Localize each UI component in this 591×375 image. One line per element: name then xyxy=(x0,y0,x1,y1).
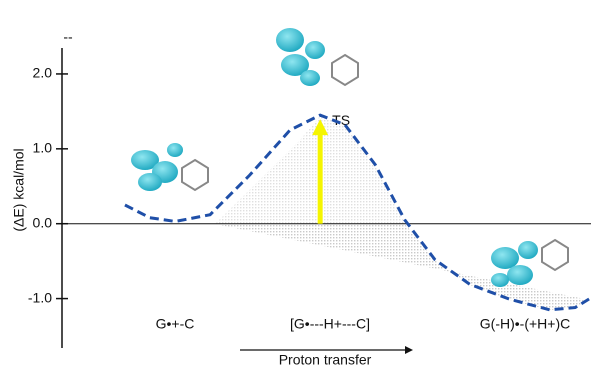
molecule xyxy=(276,28,358,86)
x-arrow-head xyxy=(405,346,413,354)
category-label: G(-H)•-(+H+)C xyxy=(480,316,570,332)
shaded-region xyxy=(215,116,405,224)
y-tick-label: 2.0 xyxy=(33,65,53,81)
top-label: -- xyxy=(63,29,73,45)
shaded-region xyxy=(215,224,590,310)
y-tick-label: 0.0 xyxy=(33,214,53,230)
x-arrow-label: Proton transfer xyxy=(279,352,372,368)
y-tick-label: 1.0 xyxy=(33,140,53,156)
category-label: [G•---H+---C] xyxy=(290,316,370,332)
molecule xyxy=(491,240,568,287)
molecule xyxy=(131,143,208,191)
y-axis-label: (ΔE) kcal/mol xyxy=(11,148,27,231)
chart: (ΔE) kcal/mol -- Proton transfer 2.0 1.0 0… xyxy=(0,0,591,370)
category-label: G•+-C xyxy=(156,316,195,332)
y-tick-label: -1.0 xyxy=(28,289,52,305)
